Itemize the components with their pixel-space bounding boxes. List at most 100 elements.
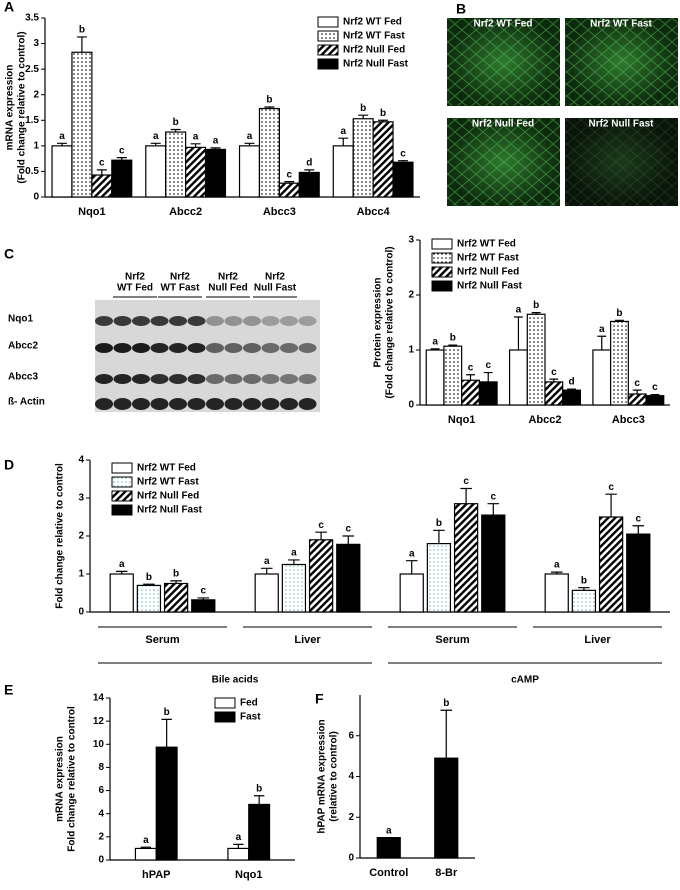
legend-label: Nrf2 WT Fast	[137, 477, 199, 488]
significance-letter: a	[516, 305, 522, 316]
error-bar	[253, 795, 265, 805]
significance-letter: a	[554, 560, 560, 571]
x-tick-label: Serum	[435, 634, 469, 646]
significance-letter: b	[146, 572, 152, 583]
legend-label: Nrf2 Null Fed	[457, 267, 519, 278]
bar	[145, 145, 167, 198]
y-tick-label: 2	[78, 531, 84, 542]
error-bar	[615, 319, 624, 322]
significance-letter: b	[79, 25, 85, 36]
error-bar	[233, 843, 244, 849]
y-tick-label: 2	[348, 812, 354, 823]
blot-band	[95, 398, 113, 410]
y-axis-label: mRNA expression	[55, 736, 66, 822]
y-tick-label: 12	[93, 716, 105, 727]
blot-header: Null Fed	[208, 283, 247, 294]
blot-header: Nrf2	[125, 272, 145, 283]
error-bar	[76, 36, 87, 53]
y-tick-label: 3	[33, 38, 39, 49]
legend-swatch	[214, 711, 236, 723]
significance-letter: c	[608, 482, 614, 493]
bar	[481, 514, 506, 613]
x-tick-label: Nqo1	[448, 414, 476, 426]
y-tick-label: 0.5	[25, 166, 39, 177]
y-tick-label: 2	[408, 290, 414, 301]
significance-letter: c	[463, 476, 469, 487]
error-bar	[358, 114, 369, 119]
error-bar	[605, 493, 617, 517]
bar	[645, 395, 665, 406]
blot-band	[261, 374, 280, 384]
blot-band	[261, 398, 280, 410]
significance-letter: c	[636, 513, 642, 524]
bar	[425, 349, 445, 406]
significance-letter: c	[485, 360, 491, 371]
bar	[51, 145, 73, 198]
significance-letter: a	[247, 131, 253, 142]
blot-band	[298, 374, 317, 384]
legend-label: Nrf2 Null Fast	[137, 505, 203, 516]
x-tick-label: hPAP	[142, 869, 171, 881]
error-bar	[650, 393, 660, 396]
blot-band	[150, 316, 169, 326]
micrograph-texture	[447, 18, 560, 106]
significance-letter: d	[306, 158, 312, 169]
significance-letter: b	[256, 783, 262, 794]
bar	[332, 145, 354, 198]
y-tick-label: 1.5	[25, 115, 39, 126]
legend-swatch	[111, 504, 133, 516]
blot-band	[243, 343, 261, 353]
blot-band	[280, 343, 298, 353]
error-bar	[96, 169, 107, 176]
blot-band	[298, 316, 317, 326]
error-bar	[487, 503, 500, 516]
blot-band	[113, 374, 132, 384]
significance-letter: b	[164, 707, 170, 718]
blot-band	[206, 316, 224, 326]
error-bar	[140, 846, 152, 849]
legend-swatch	[214, 697, 236, 709]
bar	[461, 379, 480, 406]
x-tick-label: Nqo1	[78, 206, 106, 218]
legend-label: Nrf2 Null Fast	[343, 59, 409, 70]
error-bar	[115, 570, 128, 574]
significance-letter: c	[99, 158, 105, 169]
y-tick-label: 0	[348, 853, 354, 864]
error-bar	[116, 157, 127, 161]
significance-letter: b	[616, 308, 622, 319]
x-tick-label: Abcc4	[357, 206, 391, 218]
significance-letter: a	[119, 559, 125, 570]
significance-letter: b	[266, 95, 272, 106]
bar	[626, 533, 651, 613]
x-tick-label: Serum	[145, 634, 179, 646]
error-bar	[632, 525, 645, 535]
error-bar	[342, 535, 355, 545]
y-tick-label: 1	[33, 140, 39, 151]
error-bar	[549, 378, 559, 382]
bar	[571, 589, 597, 613]
bar	[238, 145, 261, 198]
x-tick-label: Abcc2	[169, 206, 202, 218]
blot-band	[243, 316, 261, 326]
blot-header: Nrf2	[265, 272, 285, 283]
bar	[453, 503, 479, 613]
y-tick-label: 4	[98, 808, 104, 819]
blot-band	[261, 316, 280, 326]
bar	[336, 543, 361, 613]
significance-letter: a	[264, 556, 270, 567]
legend-label: Nrf2 WT Fast	[343, 31, 405, 42]
significance-letter: b	[360, 103, 366, 114]
error-bar	[304, 169, 315, 173]
error-bar	[578, 587, 590, 591]
blot-band	[187, 398, 206, 410]
blot-band	[187, 374, 206, 384]
bar	[562, 389, 582, 406]
x-tick-label: 8-Br	[435, 867, 458, 879]
y-tick-label: 14	[93, 693, 105, 704]
error-bar	[57, 142, 67, 146]
bar	[136, 584, 162, 613]
panel-label: E	[4, 682, 13, 698]
significance-letter: a	[153, 131, 159, 142]
blot-band	[95, 343, 113, 353]
